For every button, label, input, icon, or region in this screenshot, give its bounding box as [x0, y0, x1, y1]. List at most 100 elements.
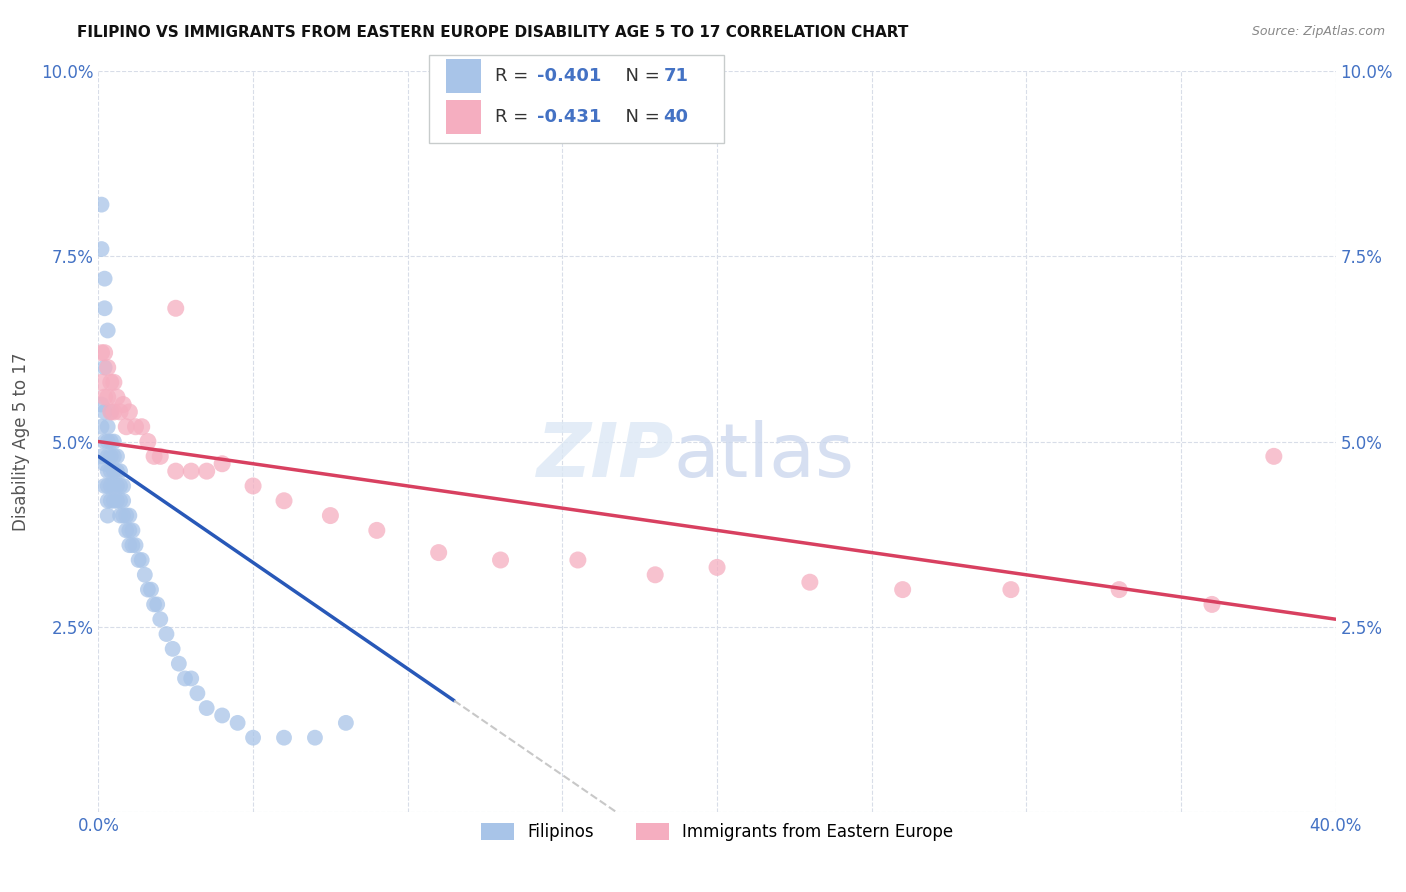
Point: [136, 582, 159, 597]
Point: [97, 434, 120, 449]
Point: [124, 538, 146, 552]
Text: R =: R =: [495, 108, 534, 126]
Point: [112, 479, 135, 493]
Point: [100, 405, 122, 419]
Point: [143, 598, 166, 612]
Point: [97, 479, 120, 493]
Point: [211, 708, 233, 723]
Point: [97, 360, 120, 375]
Text: N =: N =: [614, 108, 666, 126]
Point: [90, 197, 112, 211]
Point: [165, 301, 187, 316]
Text: R =: R =: [495, 67, 534, 85]
Point: [118, 508, 141, 523]
Point: [105, 493, 128, 508]
Point: [131, 553, 153, 567]
Point: [155, 627, 177, 641]
Point: [108, 493, 131, 508]
Point: [90, 398, 112, 412]
Point: [93, 390, 115, 404]
Point: [103, 434, 125, 449]
Point: [799, 575, 821, 590]
Text: -0.401: -0.401: [537, 67, 602, 85]
Text: 40: 40: [664, 108, 689, 126]
Point: [97, 508, 120, 523]
Point: [105, 479, 128, 493]
Point: [108, 479, 131, 493]
Point: [1263, 450, 1285, 464]
Point: [366, 524, 388, 538]
Point: [90, 242, 112, 256]
Point: [180, 464, 202, 478]
Text: 71: 71: [664, 67, 689, 85]
Legend: Filipinos, Immigrants from Eastern Europe: Filipinos, Immigrants from Eastern Europ…: [474, 816, 960, 847]
Point: [93, 345, 115, 359]
Point: [100, 493, 122, 508]
Point: [90, 376, 112, 390]
Point: [100, 405, 122, 419]
Point: [273, 493, 295, 508]
Point: [103, 376, 125, 390]
Point: [93, 405, 115, 419]
Point: [100, 464, 122, 478]
Point: [108, 405, 131, 419]
Point: [93, 271, 115, 285]
Point: [112, 398, 135, 412]
Text: Source: ZipAtlas.com: Source: ZipAtlas.com: [1251, 25, 1385, 38]
Point: [128, 553, 150, 567]
Point: [97, 324, 120, 338]
Point: [108, 464, 131, 478]
Text: ZIP: ZIP: [537, 420, 673, 493]
Point: [93, 457, 115, 471]
Point: [136, 434, 159, 449]
FancyBboxPatch shape: [446, 100, 481, 134]
Point: [97, 464, 120, 478]
Point: [174, 672, 197, 686]
Point: [93, 479, 115, 493]
Point: [489, 553, 512, 567]
Point: [1000, 582, 1022, 597]
Point: [103, 405, 125, 419]
Point: [567, 553, 589, 567]
Point: [134, 567, 156, 582]
Point: [180, 672, 202, 686]
Point: [146, 598, 169, 612]
Point: [93, 360, 115, 375]
Point: [115, 524, 138, 538]
Point: [149, 450, 172, 464]
Point: [195, 701, 218, 715]
Point: [121, 538, 143, 552]
Point: [162, 641, 184, 656]
Text: FILIPINO VS IMMIGRANTS FROM EASTERN EUROPE DISABILITY AGE 5 TO 17 CORRELATION CH: FILIPINO VS IMMIGRANTS FROM EASTERN EURO…: [77, 25, 908, 40]
Point: [167, 657, 190, 671]
Text: atlas: atlas: [673, 420, 855, 493]
Point: [90, 345, 112, 359]
Text: N =: N =: [614, 67, 666, 85]
Y-axis label: Disability Age 5 to 17: Disability Age 5 to 17: [11, 352, 30, 531]
Point: [90, 419, 112, 434]
Point: [103, 450, 125, 464]
Point: [319, 508, 342, 523]
Point: [97, 390, 120, 404]
Point: [139, 582, 162, 597]
Point: [706, 560, 728, 574]
Point: [149, 612, 172, 626]
Point: [103, 479, 125, 493]
Point: [115, 419, 138, 434]
Point: [131, 419, 153, 434]
Point: [105, 390, 128, 404]
Point: [242, 731, 264, 745]
Point: [211, 457, 233, 471]
Point: [118, 405, 141, 419]
Point: [100, 450, 122, 464]
Point: [93, 301, 115, 316]
Point: [100, 434, 122, 449]
Point: [1201, 598, 1223, 612]
Text: -0.431: -0.431: [537, 108, 602, 126]
Point: [100, 376, 122, 390]
FancyBboxPatch shape: [429, 55, 724, 143]
Point: [165, 464, 187, 478]
Point: [97, 493, 120, 508]
Point: [105, 450, 128, 464]
Point: [90, 450, 112, 464]
